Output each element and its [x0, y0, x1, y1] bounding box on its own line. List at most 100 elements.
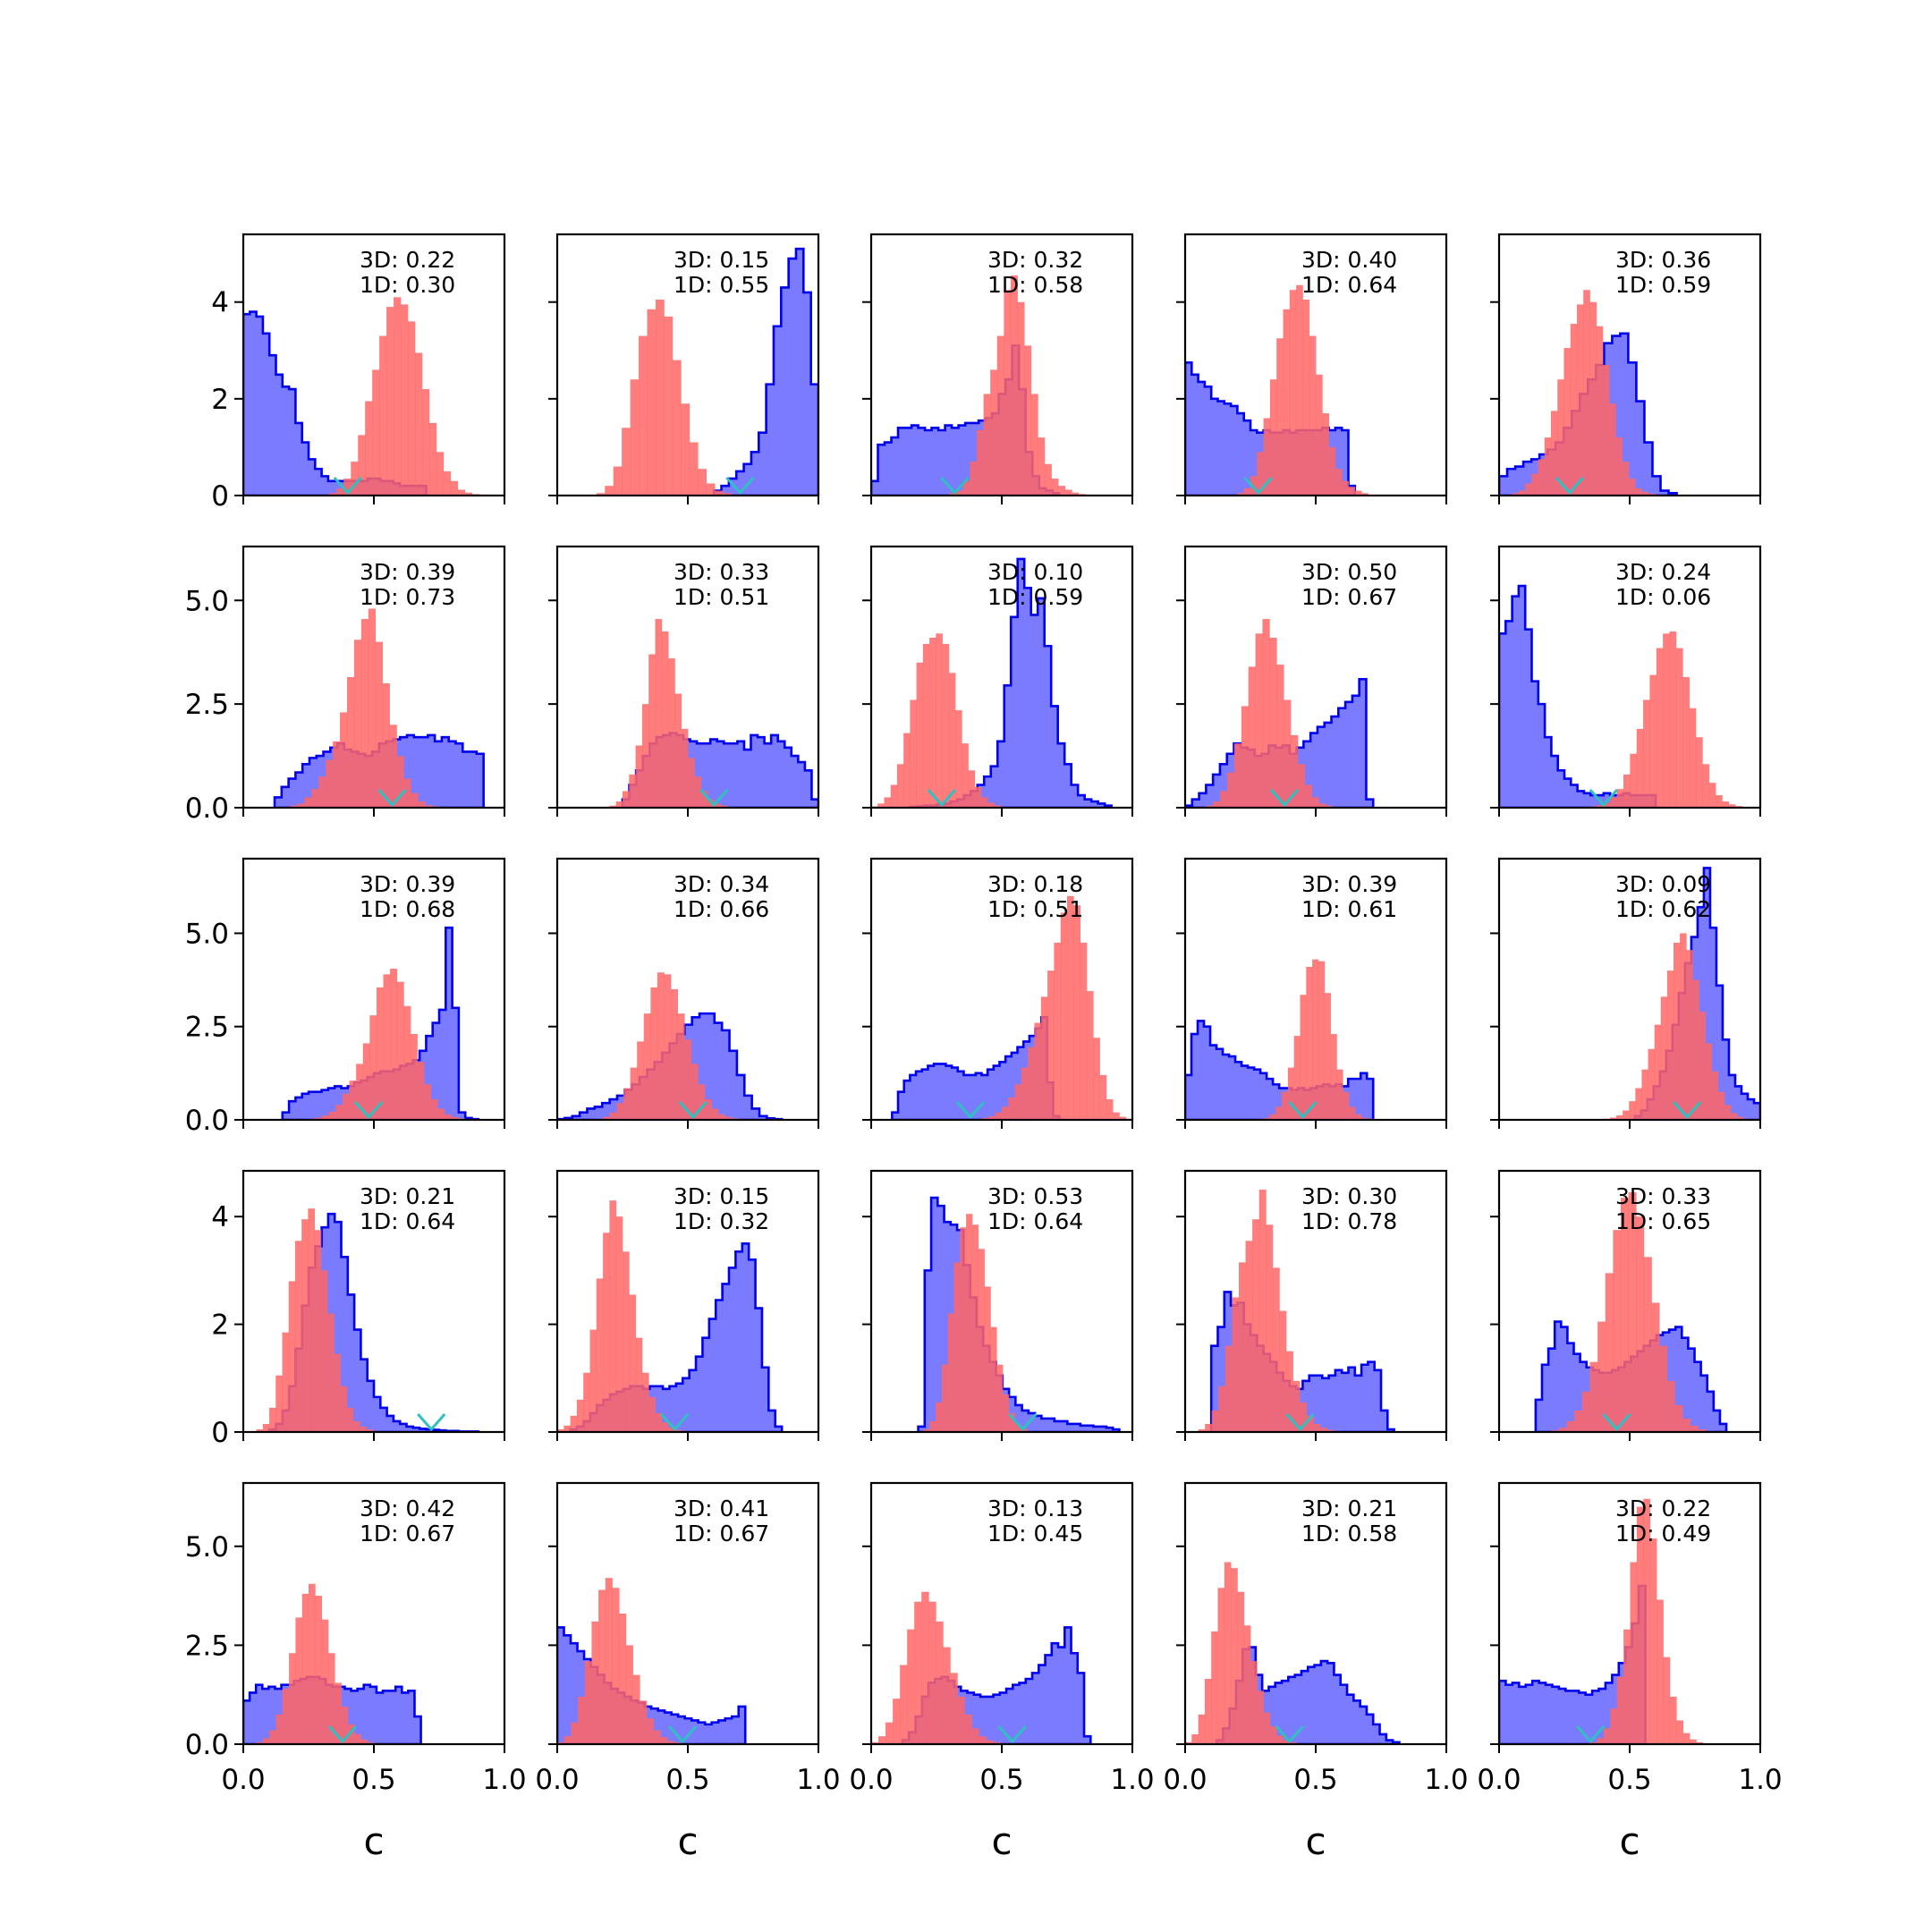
red-histogram-bar: [1648, 1048, 1656, 1120]
red-histogram-bar: [464, 492, 473, 496]
red-histogram-bar: [1666, 1380, 1675, 1432]
red-histogram-bar: [275, 1375, 283, 1432]
red-histogram-bar: [1285, 1351, 1293, 1432]
red-histogram-bar: [407, 321, 416, 496]
red-histogram-bar: [308, 1208, 316, 1432]
plot-area: [557, 972, 784, 1120]
red-histogram-bar: [315, 1117, 323, 1120]
red-histogram-bar: [903, 733, 911, 808]
red-histogram-bar: [1252, 1219, 1260, 1432]
red-histogram-bar: [367, 1741, 375, 1744]
annotation-text: 1D: 0.66: [674, 896, 769, 922]
red-histogram-bar: [1269, 1726, 1277, 1744]
red-histogram: [256, 1208, 380, 1432]
v-marker: [1275, 1725, 1304, 1744]
red-histogram: [975, 895, 1132, 1120]
y-tick-label: 2.5: [185, 1630, 229, 1662]
red-histogram-bar: [630, 1067, 638, 1120]
red-histogram-bar: [929, 1420, 936, 1432]
red-histogram-bar: [1206, 805, 1214, 808]
red-histogram-bar: [1686, 950, 1693, 1120]
red-histogram-bar: [1690, 1425, 1699, 1432]
v-marker: [327, 1725, 358, 1744]
red-histogram-bar: [1737, 1116, 1744, 1120]
v-marker: [940, 477, 970, 496]
annotation-text: 1D: 0.78: [1301, 1208, 1397, 1234]
red-histogram-bar: [1224, 1345, 1233, 1432]
red-histogram-bar: [1649, 1538, 1657, 1744]
red-histogram: [1590, 631, 1756, 808]
red-histogram: [949, 275, 1086, 496]
red-histogram-bar: [1689, 708, 1697, 808]
red-histogram-bar: [988, 1115, 996, 1120]
red-histogram-bar: [677, 1013, 685, 1120]
annotation-text: 1D: 0.64: [987, 1208, 1083, 1234]
v-marker: [678, 1101, 708, 1120]
red-histogram-bar: [664, 316, 674, 496]
x-tick-label: 0.0: [1477, 1764, 1521, 1796]
red-histogram-bar: [1689, 1739, 1697, 1744]
red-histogram-bar: [1034, 1022, 1042, 1120]
red-histogram-bar: [1512, 493, 1520, 496]
red-histogram-bar: [1044, 463, 1052, 496]
red-histogram: [1512, 290, 1662, 496]
red-histogram-bar: [1038, 437, 1046, 496]
annotation-text: 3D: 0.40: [1301, 247, 1397, 273]
red-histogram-bar: [609, 1112, 617, 1120]
red-histogram-bar: [1680, 933, 1687, 1120]
red-histogram-bar: [369, 1015, 377, 1120]
annotation-text: 1D: 0.62: [1615, 896, 1711, 922]
red-histogram-bar: [655, 619, 663, 808]
red-histogram-bar: [425, 805, 433, 808]
red-histogram-bar: [383, 974, 391, 1120]
annotation-text: 1D: 0.59: [1615, 272, 1711, 298]
red-histogram-bar: [936, 1621, 944, 1744]
red-histogram-bar: [1566, 1420, 1575, 1432]
red-histogram-bar: [1030, 394, 1038, 496]
red-histogram-bar: [1354, 490, 1362, 496]
red-histogram-bar: [1282, 1091, 1289, 1120]
red-histogram-bar: [1616, 789, 1624, 808]
red-histogram-bar: [1348, 1106, 1356, 1120]
red-histogram-bar: [589, 1329, 597, 1432]
red-histogram-bar: [1269, 1114, 1276, 1120]
red-histogram-bar: [372, 369, 380, 496]
red-histogram-bar: [1287, 1067, 1295, 1120]
red-histogram-bar: [428, 422, 437, 496]
annotation-text: 1D: 0.68: [360, 896, 455, 922]
red-histogram-bar: [578, 1696, 586, 1744]
red-histogram-bar: [1641, 491, 1648, 496]
red-histogram-bar: [1113, 1112, 1120, 1120]
red-histogram-bar: [1538, 459, 1546, 496]
red-histogram-bar: [327, 1653, 335, 1744]
red-histogram-bar: [1073, 905, 1080, 1120]
red-histogram-bar: [1276, 338, 1284, 496]
red-histogram-bar: [1093, 1038, 1100, 1120]
red-histogram-bar: [990, 369, 998, 496]
red-histogram-bar: [1605, 1273, 1614, 1432]
red-histogram-bar: [637, 1041, 645, 1120]
red-histogram-bar: [314, 1230, 322, 1432]
red-histogram-bar: [1651, 1302, 1660, 1432]
red-histogram-bar: [396, 981, 404, 1120]
plot-area: [609, 619, 818, 808]
red-histogram-bar: [1663, 633, 1670, 808]
red-histogram-bar: [1630, 753, 1638, 808]
red-histogram-bar: [615, 801, 623, 808]
red-histogram-bar: [360, 619, 369, 808]
red-histogram-bar: [1696, 1741, 1704, 1744]
red-histogram: [609, 619, 741, 808]
red-histogram-bar: [315, 1596, 322, 1744]
red-histogram-bar: [1017, 301, 1025, 496]
red-histogram: [557, 1200, 701, 1432]
red-histogram-bar: [596, 1278, 604, 1432]
red-histogram-bar: [623, 791, 630, 808]
red-histogram-bar: [641, 1372, 649, 1432]
red-histogram-bar: [421, 389, 430, 496]
red-histogram-bar: [983, 394, 991, 496]
red-histogram-bar: [1010, 275, 1018, 496]
red-histogram-bar: [1086, 991, 1094, 1120]
x-tick-label: 0.0: [1163, 1764, 1207, 1796]
red-histogram-bar: [640, 1700, 648, 1744]
